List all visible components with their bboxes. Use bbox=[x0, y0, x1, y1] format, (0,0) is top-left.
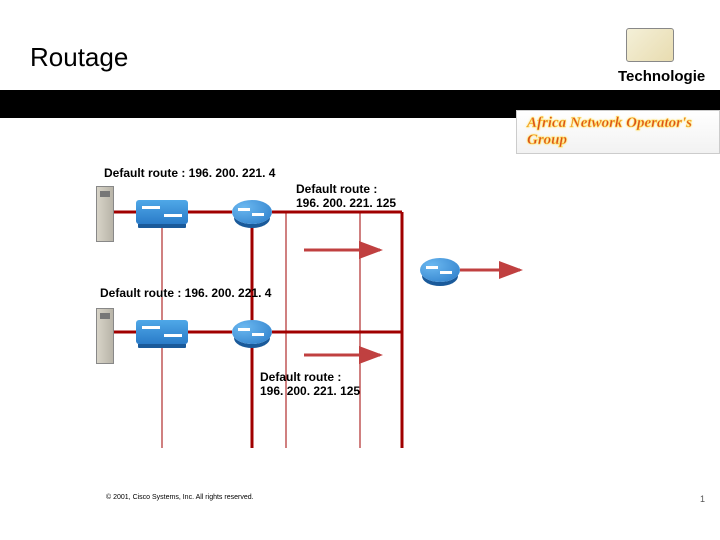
router-icon bbox=[420, 258, 460, 282]
route-label-3: Default route : 196. 200. 221. 4 bbox=[100, 286, 271, 300]
route-label-2: Default route : 196. 200. 221. 125 bbox=[296, 182, 396, 210]
header-label: Technologie bbox=[618, 68, 705, 85]
router-icon bbox=[232, 200, 272, 224]
server-icon bbox=[96, 308, 114, 364]
header-icon bbox=[626, 28, 674, 62]
switch-icon bbox=[136, 320, 188, 344]
banner: Africa Network Operator's Group bbox=[516, 110, 720, 154]
router-icon bbox=[232, 320, 272, 344]
switch-icon bbox=[136, 200, 188, 224]
page-number: 1 bbox=[700, 494, 705, 504]
footer-copyright: © 2001, Cisco Systems, Inc. All rights r… bbox=[106, 494, 254, 501]
diagram-lines bbox=[0, 0, 720, 540]
route-label-4: Default route : 196. 200. 221. 125 bbox=[260, 370, 360, 398]
route-label-1: Default route : 196. 200. 221. 4 bbox=[104, 166, 275, 180]
page-title: Routage bbox=[30, 42, 128, 73]
server-icon bbox=[96, 186, 114, 242]
